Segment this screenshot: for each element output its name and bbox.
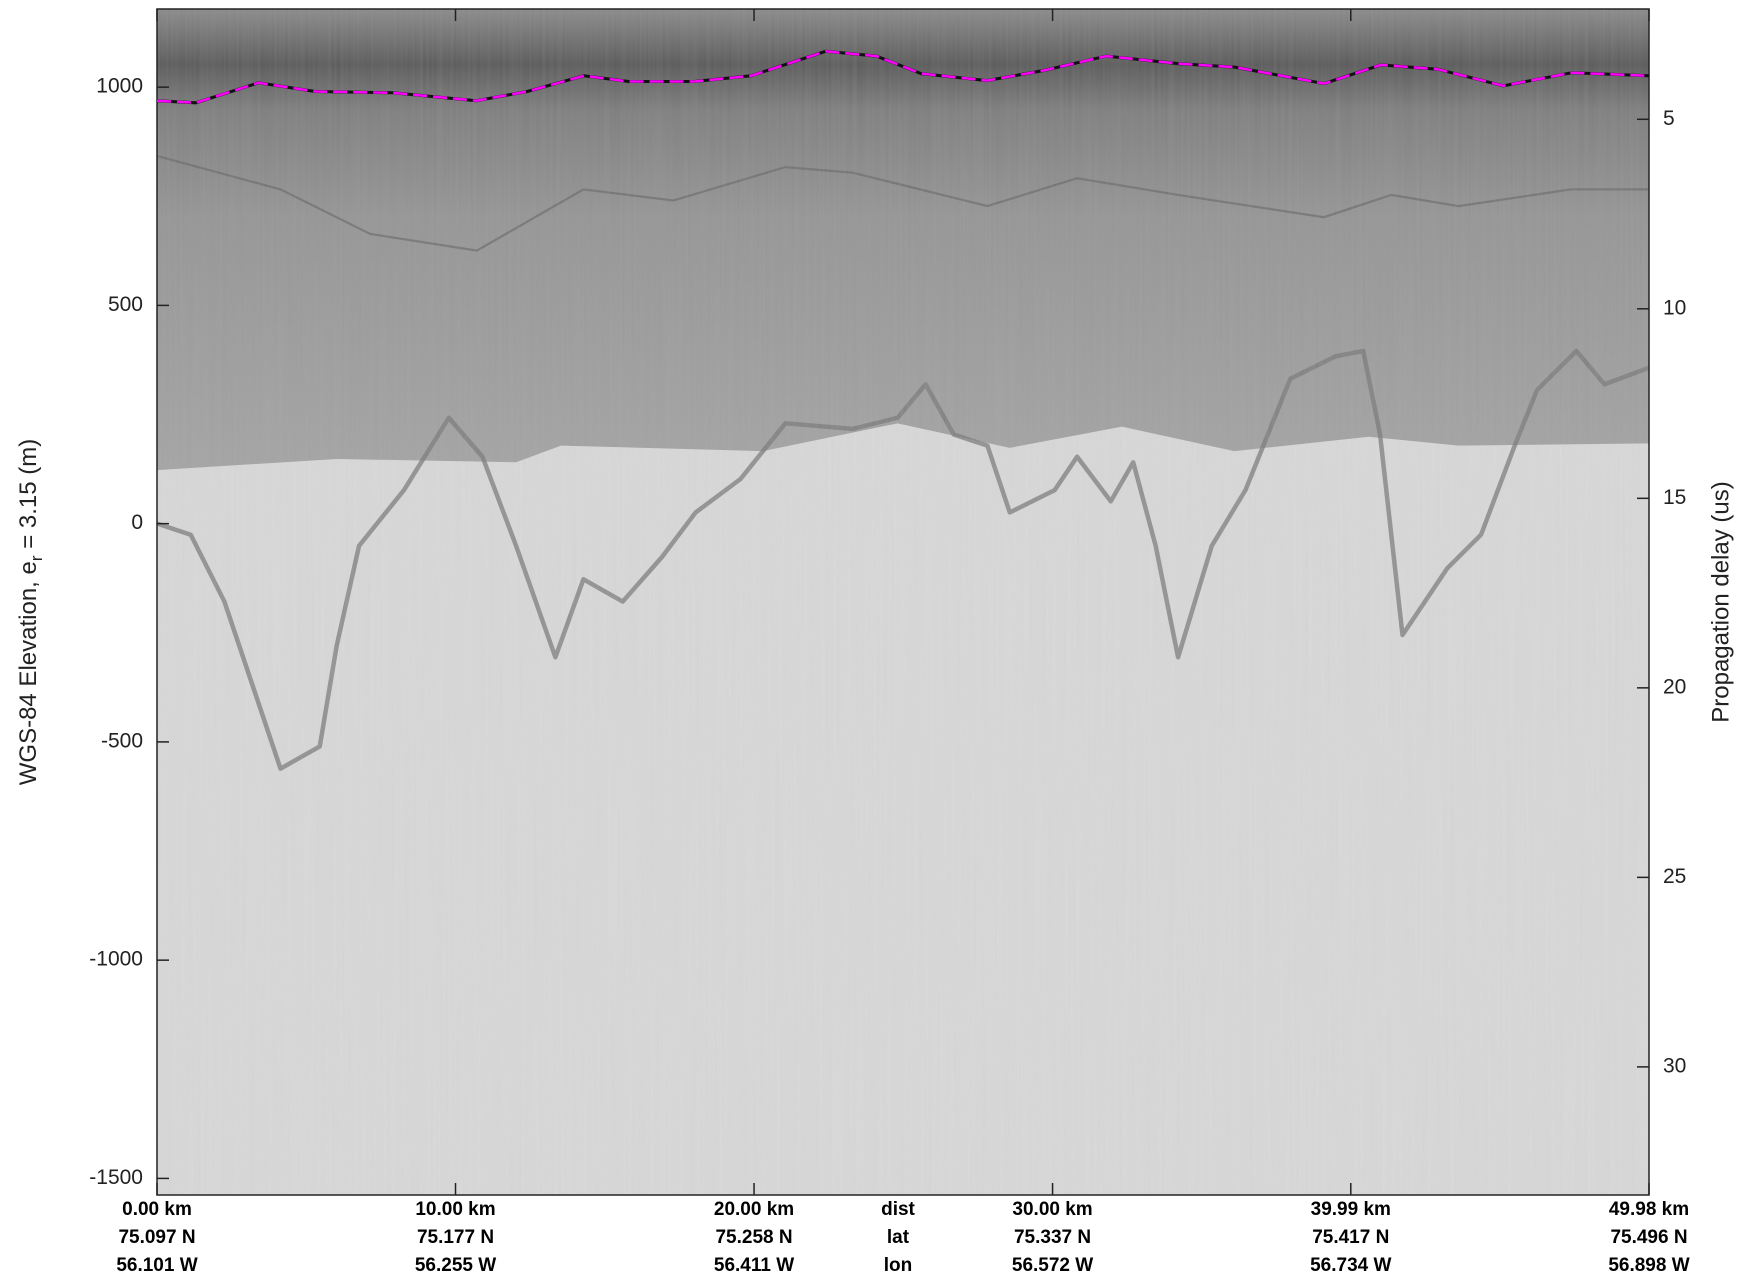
plot-frame: [156, 8, 1650, 1196]
x-tick-label: 39.99 km: [1311, 1199, 1391, 1220]
x-row-label: 56.734 W: [1310, 1255, 1391, 1276]
y-tick-label: -1000: [89, 948, 143, 971]
y-tick-label: -1500: [89, 1166, 143, 1189]
x-row-label: 56.101 W: [116, 1255, 197, 1276]
x-row-label: 75.097 N: [118, 1227, 195, 1248]
y2-tick-label: 5: [1663, 107, 1675, 130]
y2-axis-label: Propagation delay (us): [1707, 481, 1734, 722]
y-label-sub: r: [27, 555, 46, 561]
x-row-label: 56.411 W: [714, 1255, 794, 1276]
x-row-label: 56.572 W: [1012, 1255, 1093, 1276]
y2-tick-label: 15: [1663, 486, 1686, 509]
x-tick-label: 10.00 km: [415, 1199, 495, 1220]
y2-tick-label: 30: [1663, 1054, 1686, 1077]
x-row-label: 75.496 N: [1610, 1227, 1687, 1248]
x-row-label: 75.258 N: [715, 1227, 792, 1248]
x-tick-label: 49.98 km: [1609, 1199, 1689, 1220]
surface-line: [156, 50, 1650, 105]
x-row-title: lon: [884, 1255, 913, 1276]
y-tick-label: 0: [131, 511, 143, 534]
x-row-label: 75.337 N: [1014, 1227, 1091, 1248]
x-tick-label: 30.00 km: [1012, 1199, 1092, 1220]
y-label-end: = 3.15 (m): [15, 439, 42, 556]
x-tick-label: 0.00 km: [122, 1199, 192, 1220]
x-row-label: 75.417 N: [1312, 1227, 1389, 1248]
x-row-label: 75.177 N: [417, 1227, 494, 1248]
x-row-title: dist: [881, 1199, 915, 1220]
y2-tick-label: 25: [1663, 865, 1686, 888]
y2-tick-label: 20: [1663, 675, 1686, 698]
echogram-image: [157, 9, 1649, 1195]
x-row-label: 56.255 W: [415, 1255, 496, 1276]
x-row-label: 56.898 W: [1608, 1255, 1689, 1276]
y-axis-label: WGS-84 Elevation, er = 3.15 (m): [15, 439, 46, 786]
y-tick-label: 500: [108, 293, 143, 316]
y-label-main: WGS-84 Elevation, e: [15, 561, 42, 785]
x-tick-label: 20.00 km: [714, 1199, 794, 1220]
y-tick-label: -500: [101, 729, 143, 752]
y2-tick-label: 10: [1663, 296, 1686, 319]
x-row-title: lat: [887, 1227, 910, 1248]
y-tick-label: 1000: [96, 75, 143, 98]
